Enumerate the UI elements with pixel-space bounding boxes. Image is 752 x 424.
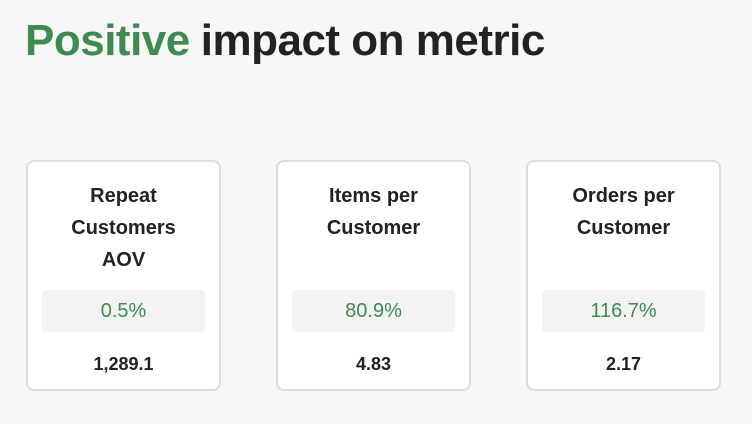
metric-value: 2.17: [605, 354, 642, 374]
header-title: Positive impact on metric: [25, 16, 545, 66]
metric-value: 1,289.1: [93, 354, 154, 374]
card-title: Items per Customer: [326, 185, 421, 239]
header-rest: impact on metric: [200, 16, 546, 65]
change-badge: 0.5%: [42, 290, 205, 332]
card-title: Orders per Customer: [572, 185, 675, 239]
metric-card: Orders per Customer 116.7% 2.17: [526, 160, 721, 391]
metric-card: Repeat Customers AOV 0.5% 1,289.1: [26, 160, 221, 391]
card-title: Repeat Customers AOV: [71, 185, 176, 271]
metric-card: Items per Customer 80.9% 4.83: [276, 160, 471, 391]
metric-value: 4.83: [355, 354, 392, 374]
change-badge: 80.9%: [292, 290, 455, 332]
change-badge: 116.7%: [542, 290, 705, 332]
header-highlight: Positive: [25, 16, 190, 65]
